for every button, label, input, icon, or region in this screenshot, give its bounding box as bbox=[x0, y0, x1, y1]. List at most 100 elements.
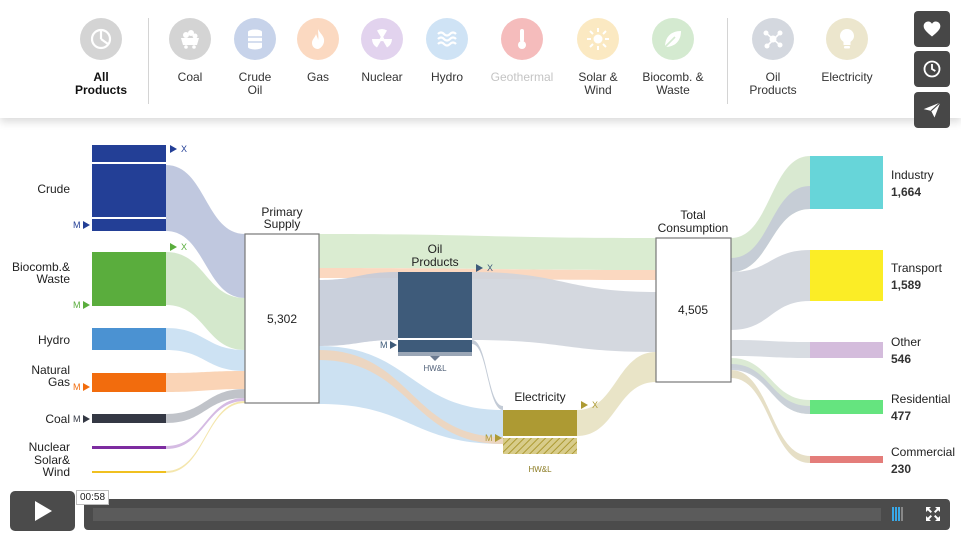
sector-value-other: 546 bbox=[891, 352, 911, 366]
flow-to-other bbox=[731, 340, 810, 358]
filter-crude-oil[interactable]: Crude Oil bbox=[215, 18, 295, 97]
play-icon bbox=[35, 501, 52, 521]
filter-label: Nuclear bbox=[361, 70, 403, 84]
seek-track[interactable] bbox=[93, 508, 881, 521]
clock-button[interactable] bbox=[914, 51, 950, 87]
filter-oil-products[interactable]: Oil Products bbox=[733, 18, 813, 97]
electricity-export-marker: X bbox=[581, 400, 598, 410]
flow-coal bbox=[166, 389, 245, 423]
sector-node-other[interactable] bbox=[810, 342, 883, 358]
heart-button[interactable] bbox=[914, 11, 950, 47]
flow-nuclear bbox=[166, 398, 245, 449]
svg-text:M: M bbox=[73, 382, 81, 392]
filter-biocomb-waste[interactable]: Biocomb. & Waste bbox=[633, 18, 713, 97]
volume-icon[interactable] bbox=[892, 507, 910, 522]
flow-to-oil-products bbox=[319, 272, 398, 346]
source-label-biocomb-waste: Biocomb.& Waste bbox=[12, 260, 70, 286]
electricity-node[interactable] bbox=[503, 410, 577, 436]
coal-import-marker: M bbox=[73, 414, 90, 424]
current-time: 00:58 bbox=[76, 490, 110, 505]
source-node-solar-wind[interactable] bbox=[92, 471, 166, 473]
flows-layer bbox=[166, 156, 810, 473]
svg-text:M: M bbox=[485, 433, 493, 443]
total-consumption-label: Total Consumption bbox=[658, 208, 729, 235]
flow-oil-to-consumption bbox=[472, 272, 656, 352]
flow-direct-biocomb bbox=[319, 234, 656, 270]
biocomb-export-marker: X bbox=[170, 242, 187, 252]
primary-supply-label: Primary Supply bbox=[261, 205, 302, 231]
filter-coal[interactable]: Coal bbox=[150, 18, 230, 84]
sector-value-transport: 1,589 bbox=[891, 278, 921, 292]
filter-solar-wind[interactable]: Solar & Wind bbox=[558, 18, 638, 97]
flow-gas bbox=[166, 371, 245, 392]
filter-gas[interactable]: Gas bbox=[278, 18, 358, 84]
sector-value-residential: 477 bbox=[891, 409, 911, 423]
electricity-loss-label: HW&L bbox=[528, 465, 552, 474]
filter-nuclear[interactable]: Nuclear bbox=[342, 18, 422, 84]
svg-text:M: M bbox=[73, 220, 81, 230]
filter-label: Crude Oil bbox=[238, 70, 272, 97]
sector-value-commercial: 230 bbox=[891, 462, 911, 476]
filter-all-products[interactable]: All Products bbox=[61, 18, 141, 97]
sector-node-industry[interactable] bbox=[810, 156, 883, 209]
paper-plane-icon bbox=[923, 102, 941, 118]
flow-to-residential-oil bbox=[731, 364, 810, 414]
electricity-import-marker: M bbox=[485, 433, 502, 443]
heart-icon bbox=[923, 21, 941, 37]
thermometer-icon bbox=[501, 18, 543, 60]
source-node-biocomb-waste[interactable] bbox=[92, 252, 166, 306]
sector-label-industry: Industry bbox=[891, 168, 934, 182]
flow-to-industry-oil bbox=[731, 186, 810, 272]
total-consumption-node[interactable] bbox=[655, 237, 732, 383]
flow-to-transport bbox=[731, 250, 810, 330]
filter-separator bbox=[727, 18, 728, 104]
filter-geothermal: Geothermal bbox=[482, 18, 562, 84]
molecule-icon bbox=[752, 18, 794, 60]
filter-label: Geothermal bbox=[490, 70, 554, 84]
sector-label-other: Other bbox=[891, 335, 921, 349]
oil-products-loss-label: HW&L bbox=[423, 364, 447, 373]
oil-products-label: Oil Products bbox=[411, 242, 458, 269]
electricity-loss bbox=[503, 438, 577, 454]
source-node-hydro[interactable] bbox=[92, 328, 166, 350]
source-node-natural-gas[interactable] bbox=[92, 373, 166, 392]
svg-text:X: X bbox=[181, 242, 187, 252]
sector-node-transport[interactable] bbox=[810, 250, 883, 301]
oil-products-loss bbox=[398, 352, 472, 356]
filter-label: Gas bbox=[306, 70, 329, 84]
sector-node-residential[interactable] bbox=[810, 400, 883, 414]
filter-label: All Products bbox=[74, 70, 127, 97]
fullscreen-icon[interactable] bbox=[925, 506, 941, 522]
source-label-coal: Coal bbox=[45, 412, 70, 426]
filter-electricity[interactable]: Electricity bbox=[807, 18, 887, 84]
source-label-natural-gas: Natural Gas bbox=[31, 363, 70, 389]
filter-separator bbox=[148, 18, 149, 104]
video-controls: 00:58 bbox=[0, 488, 961, 540]
svg-text:M: M bbox=[73, 300, 81, 310]
source-label-solar-wind: Solar& Wind bbox=[34, 453, 70, 479]
clock-icon bbox=[923, 60, 941, 78]
paper-plane-button[interactable] bbox=[914, 92, 950, 128]
labels-layer: Crude Biocomb.& Waste Hydro Natural Gas Coal Nu… bbox=[12, 144, 955, 479]
nodes-layer bbox=[92, 145, 883, 473]
flow-to-electricity-gas bbox=[319, 350, 503, 444]
source-label-crude: Crude bbox=[37, 182, 70, 196]
nuclear-icon bbox=[361, 18, 403, 60]
hydro-waves-icon bbox=[426, 18, 468, 60]
source-node-crude[interactable] bbox=[92, 145, 166, 231]
sector-node-commercial[interactable] bbox=[810, 456, 883, 463]
oil-products-export-marker: X bbox=[476, 263, 493, 273]
oil-products-import-marker: M bbox=[380, 340, 397, 350]
source-node-nuclear[interactable] bbox=[92, 446, 166, 449]
source-node-coal[interactable] bbox=[92, 414, 166, 423]
gas-import-marker: M bbox=[73, 382, 90, 392]
primary-supply-node[interactable] bbox=[244, 233, 320, 404]
filter-hydro[interactable]: Hydro bbox=[407, 18, 487, 84]
svg-text:M: M bbox=[380, 340, 388, 350]
coal-cart-icon bbox=[169, 18, 211, 60]
source-label-nuclear: Nuclear bbox=[29, 440, 70, 454]
flow-to-industry bbox=[731, 156, 810, 272]
primary-supply-value: 5,302 bbox=[267, 312, 297, 326]
play-button[interactable] bbox=[10, 491, 75, 531]
svg-text:X: X bbox=[487, 263, 493, 273]
